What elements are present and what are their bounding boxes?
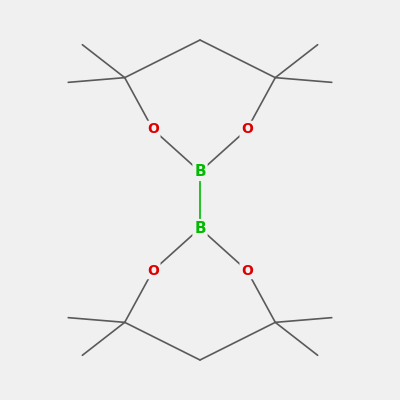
Text: O: O [147, 264, 159, 278]
Text: O: O [241, 264, 253, 278]
Text: O: O [147, 122, 159, 136]
Text: B: B [194, 221, 206, 236]
Text: O: O [241, 122, 253, 136]
Text: B: B [194, 164, 206, 179]
